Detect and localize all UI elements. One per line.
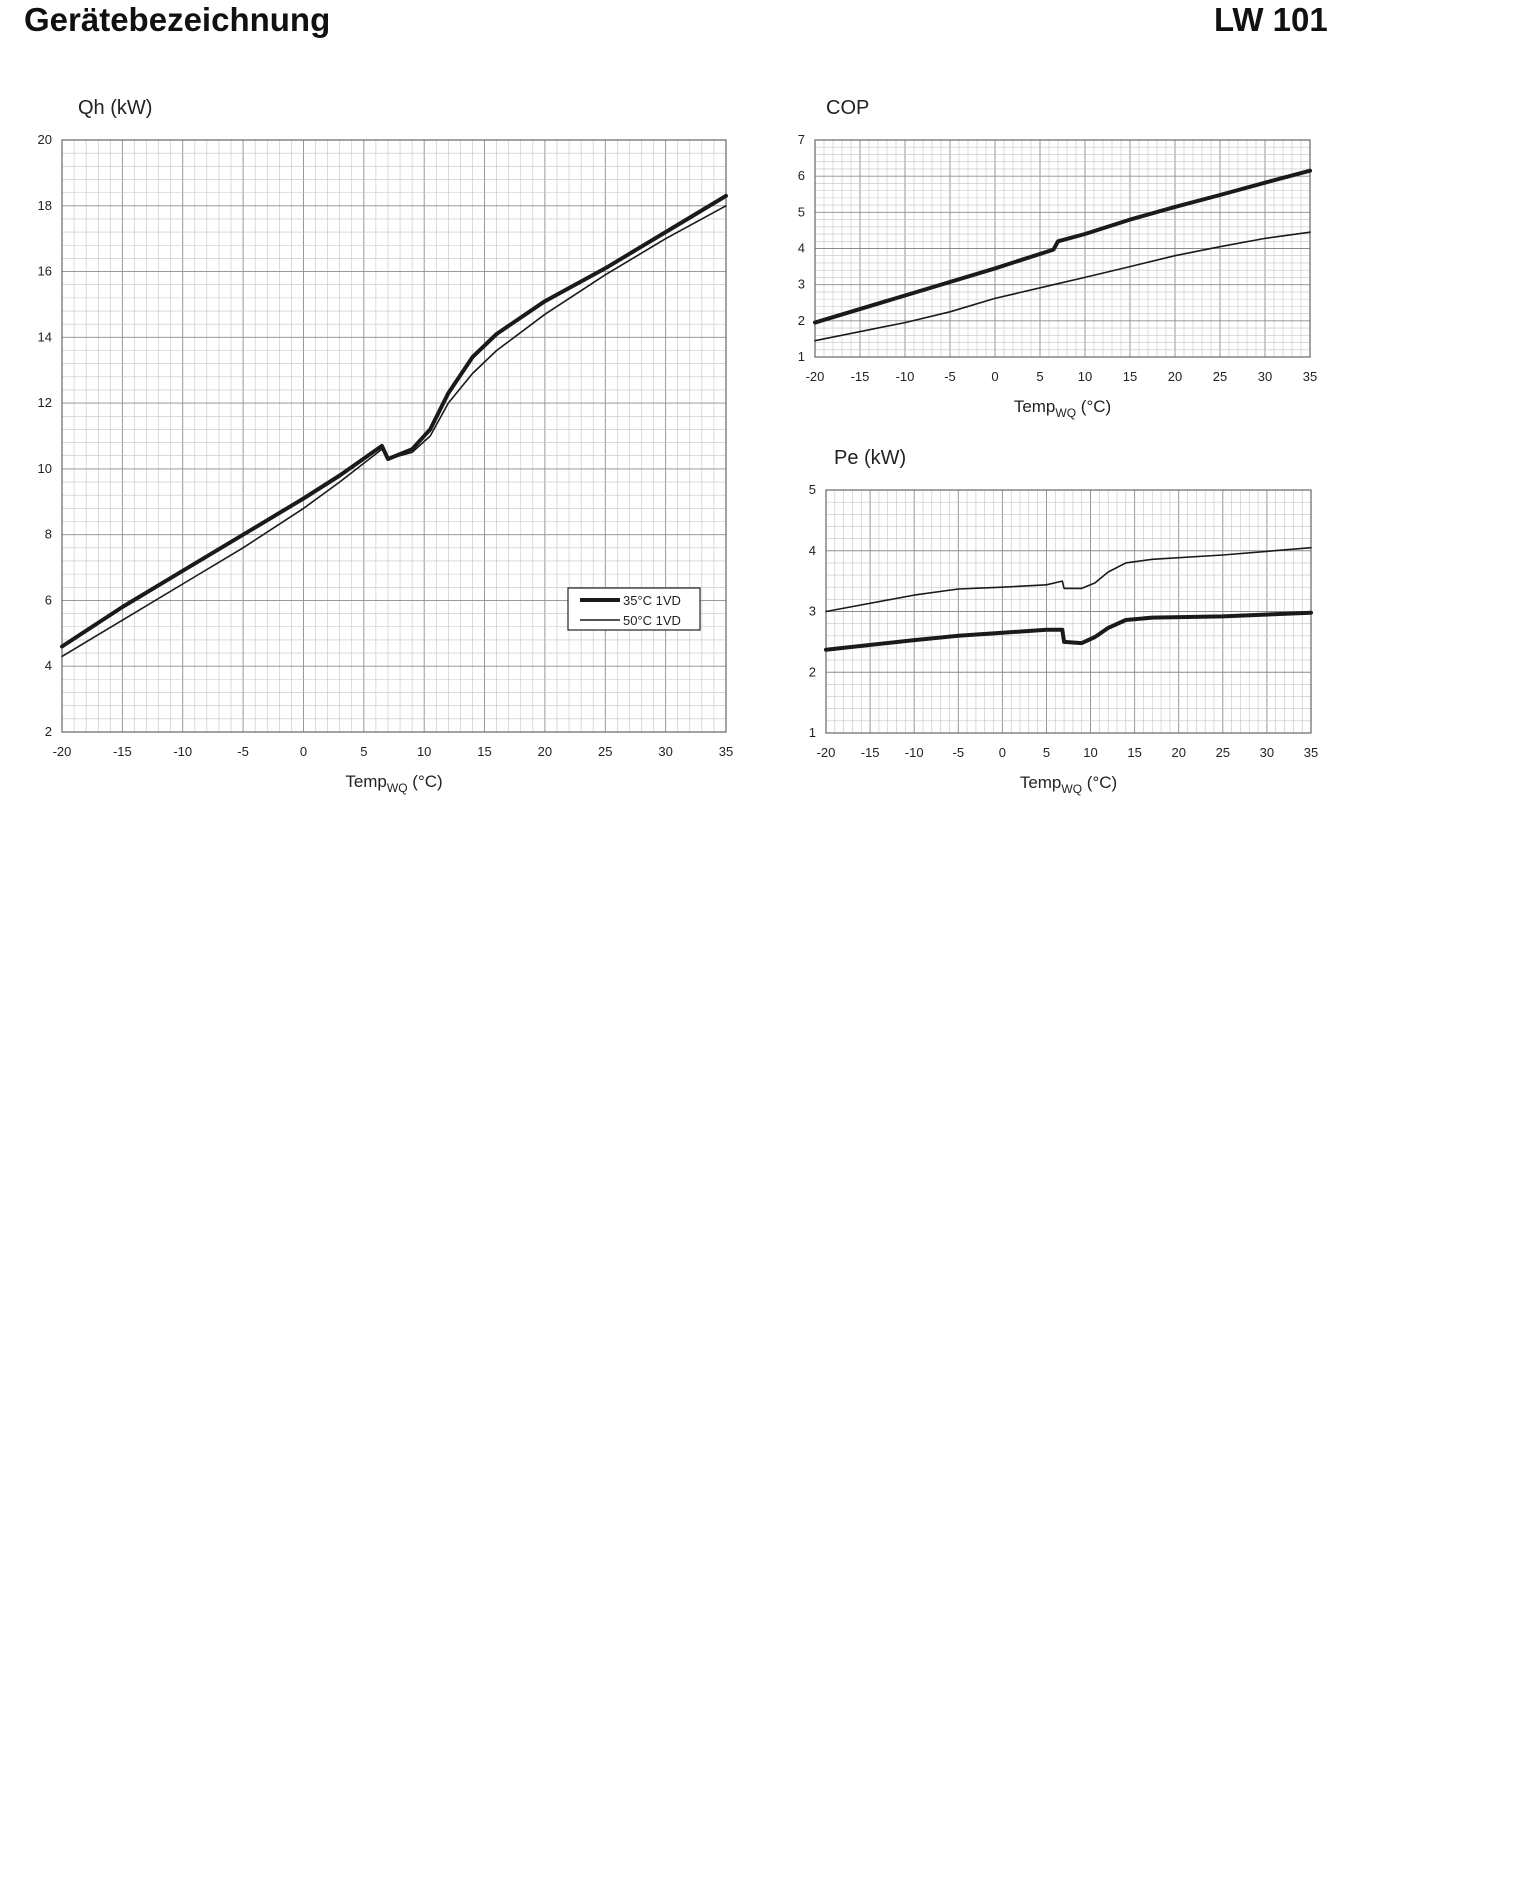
legend-box [567, 587, 701, 631]
y-tick-label: 3 [809, 604, 816, 619]
x-tick-label: -10 [905, 745, 924, 760]
chart-cop: -20 -15 -10 -5 0 5 10 15 20 25 30 35 1 2 3 4 5 6 7 COP TempW… [798, 97, 1317, 420]
y-tick-label: 12 [38, 395, 52, 410]
x-tick-label: -15 [851, 369, 870, 384]
page-title: Gerätebezeichnung [24, 1, 331, 38]
x-tick-label: -15 [861, 745, 880, 760]
x-axis-label-unit: (°C) [1082, 773, 1117, 792]
y-tick-label: 5 [798, 204, 805, 219]
series-line-50c [814, 231, 1311, 342]
x-tick-label: 5 [360, 744, 367, 759]
x-tick-label: 35 [1304, 745, 1318, 760]
x-tick-label: -5 [237, 744, 249, 759]
x-axis-label-sub: WQ [387, 781, 408, 795]
x-tick-label: 5 [1043, 745, 1050, 760]
plot-frame [814, 139, 1311, 358]
x-axis-label-unit: (°C) [1076, 397, 1111, 416]
x-tick-label: 0 [999, 745, 1006, 760]
x-tick-label: -5 [944, 369, 956, 384]
x-tick-label: 0 [991, 369, 998, 384]
y-tick-label: 14 [38, 329, 52, 344]
x-tick-label: 15 [1127, 745, 1141, 760]
x-axis-label-main: Temp [1020, 773, 1062, 792]
x-axis-label-main: Temp [1014, 397, 1056, 416]
chart-pe: -20 -15 -10 -5 0 5 10 15 20 25 30 35 1 2 3 4 5 Pe (kW) Tem… [809, 447, 1318, 796]
x-tick-label: 20 [1168, 369, 1182, 384]
x-tick-label: 20 [538, 744, 552, 759]
y-tick-label: 3 [798, 277, 805, 292]
x-axis-label: TempWQ (°C) [1014, 397, 1111, 420]
y-tick-label: 4 [45, 658, 52, 673]
x-axis-label-sub: WQ [1055, 406, 1076, 420]
y-tick-label: 1 [798, 349, 805, 364]
x-tick-label: 30 [1260, 745, 1274, 760]
y-tick-label: 16 [38, 264, 52, 279]
x-tick-label: 30 [1258, 369, 1272, 384]
y-tick-label: 10 [38, 461, 52, 476]
x-tick-label: -10 [896, 369, 915, 384]
chart-qh: -20 -15 -10 -5 0 5 10 15 20 25 30 35 2 4 6 8 10 12 14 16 18 2… [38, 97, 734, 795]
x-tick-label: 20 [1171, 745, 1185, 760]
x-axis-label-unit: (°C) [408, 772, 443, 791]
grid [61, 139, 727, 733]
x-tick-label: 35 [1303, 369, 1317, 384]
y-tick-label: 2 [809, 664, 816, 679]
series-line-35c [824, 610, 1313, 652]
x-tick-label: 0 [300, 744, 307, 759]
legend-label: 35°C 1VD [623, 593, 681, 608]
chart-title: COP [826, 97, 869, 119]
x-tick-label: 35 [719, 744, 733, 759]
x-tick-label: 15 [477, 744, 491, 759]
y-tick-label: 20 [38, 132, 52, 147]
y-tick-label: 6 [798, 168, 805, 183]
legend-label: 50°C 1VD [623, 613, 681, 628]
y-tick-label: 2 [798, 313, 805, 328]
series-line-50c [61, 205, 727, 658]
chart-title: Qh (kW) [78, 97, 152, 119]
y-tick-label: 8 [45, 527, 52, 542]
x-axis-label: TempWQ (°C) [345, 772, 442, 795]
grid [825, 489, 1312, 734]
y-tick-label: 6 [45, 592, 52, 607]
y-tick-label: 7 [798, 132, 805, 147]
series-line-50c [825, 546, 1312, 613]
x-tick-label: 25 [598, 744, 612, 759]
x-tick-label: -15 [113, 744, 132, 759]
x-axis-label-main: Temp [345, 772, 387, 791]
x-tick-label: -20 [817, 745, 836, 760]
x-tick-label: 5 [1036, 369, 1043, 384]
chart-title: Pe (kW) [834, 447, 906, 469]
x-tick-label: 10 [1083, 745, 1097, 760]
y-tick-label: 4 [809, 543, 816, 558]
x-tick-label: -20 [806, 369, 825, 384]
x-tick-label: 15 [1123, 369, 1137, 384]
x-axis-label-sub: WQ [1061, 782, 1082, 796]
plot-frame [61, 139, 727, 733]
y-tick-label: 1 [809, 725, 816, 740]
x-tick-label: 10 [417, 744, 431, 759]
series-line-35c [60, 193, 728, 649]
x-tick-label: -10 [173, 744, 192, 759]
y-tick-label: 4 [798, 241, 805, 256]
series-line-35c [813, 168, 1312, 325]
x-tick-label: -5 [952, 745, 964, 760]
model-label: LW 101 [1214, 1, 1328, 38]
x-tick-label: 10 [1078, 369, 1092, 384]
y-tick-label: 5 [809, 482, 816, 497]
x-tick-label: 25 [1213, 369, 1227, 384]
y-tick-label: 2 [45, 724, 52, 739]
x-tick-label: 30 [658, 744, 672, 759]
grid [814, 139, 1311, 358]
x-tick-label: 25 [1216, 745, 1230, 760]
x-axis-label: TempWQ (°C) [1020, 773, 1117, 796]
legend: 35°C 1VD 50°C 1VD [567, 587, 701, 631]
y-tick-label: 18 [38, 198, 52, 213]
x-tick-label: -20 [53, 744, 72, 759]
